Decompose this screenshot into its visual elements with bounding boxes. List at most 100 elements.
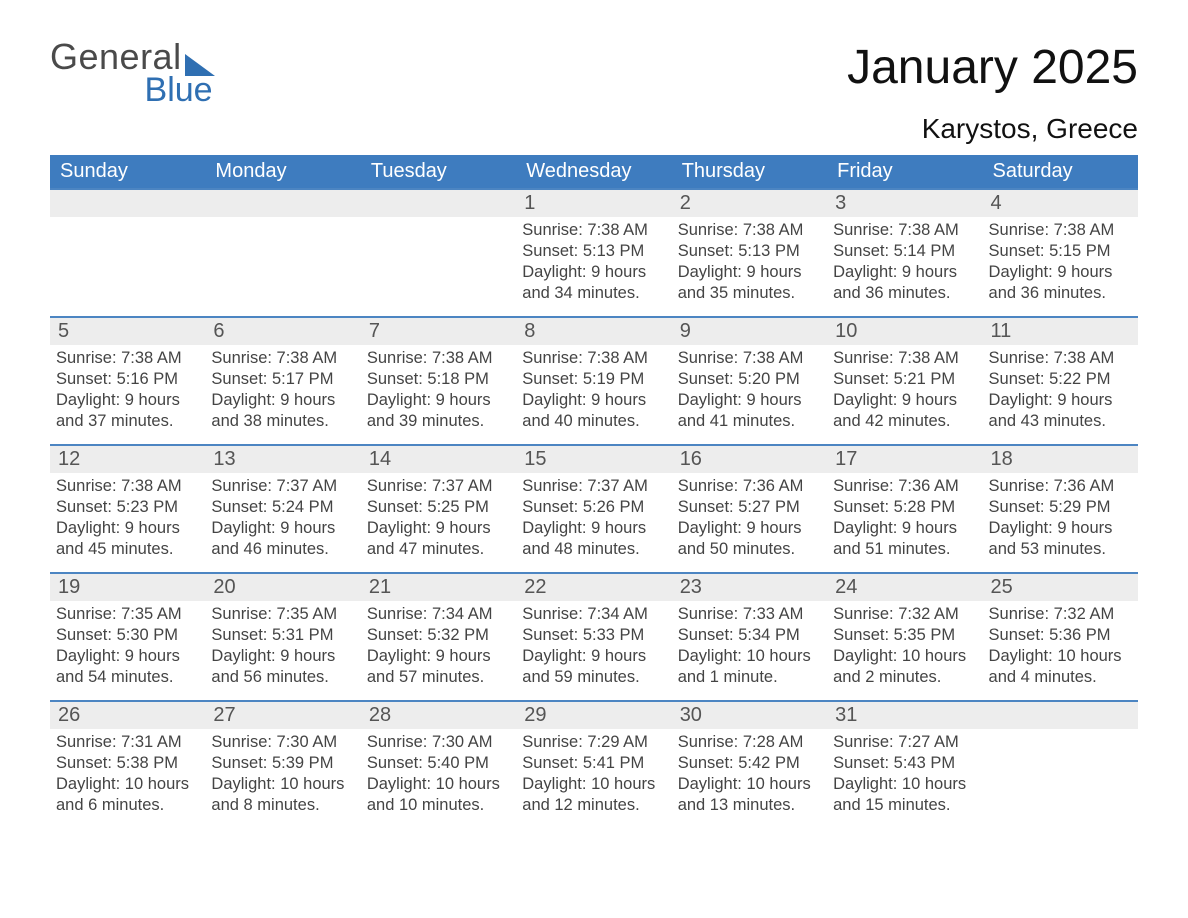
sunset-line: Sunset: 5:24 PM [211, 497, 354, 518]
sunset-line-value: 5:36 PM [1049, 626, 1110, 644]
sunrise-line: Sunrise: 7:32 AM [833, 604, 976, 625]
calendar-day: 8Sunrise: 7:38 AMSunset: 5:19 PMDaylight… [516, 317, 671, 445]
sunset-line: Sunset: 5:26 PM [522, 497, 665, 518]
daylight-line: Daylight: 9 hours and 36 minutes. [833, 262, 976, 304]
sunrise-line: Sunrise: 7:38 AM [678, 348, 821, 369]
sunset-line: Sunset: 5:19 PM [522, 369, 665, 390]
sunrise-line-value: 7:38 AM [1054, 221, 1115, 239]
day-details: Sunrise: 7:38 AMSunset: 5:17 PMDaylight:… [205, 345, 360, 438]
calendar-day: 25Sunrise: 7:32 AMSunset: 5:36 PMDayligh… [983, 573, 1138, 701]
sunset-line-label: Sunset: [989, 370, 1045, 388]
sunrise-line: Sunrise: 7:33 AM [678, 604, 821, 625]
day-number: 12 [50, 446, 205, 473]
sunset-line-label: Sunset: [56, 498, 112, 516]
sunrise-line-value: 7:35 AM [277, 605, 338, 623]
day-number [983, 702, 1138, 729]
sunset-line-value: 5:20 PM [738, 370, 799, 388]
calendar-day: 13Sunrise: 7:37 AMSunset: 5:24 PMDayligh… [205, 445, 360, 573]
calendar-day: 21Sunrise: 7:34 AMSunset: 5:32 PMDayligh… [361, 573, 516, 701]
sunset-line-label: Sunset: [56, 370, 112, 388]
day-number: 3 [827, 190, 982, 217]
sunset-line: Sunset: 5:41 PM [522, 753, 665, 774]
daylight-line: Daylight: 10 hours and 10 minutes. [367, 774, 510, 816]
sunrise-line-label: Sunrise: [211, 349, 272, 367]
daylight-line: Daylight: 10 hours and 12 minutes. [522, 774, 665, 816]
sunrise-line: Sunrise: 7:31 AM [56, 732, 199, 753]
calendar-day: 4Sunrise: 7:38 AMSunset: 5:15 PMDaylight… [983, 189, 1138, 317]
sunrise-line: Sunrise: 7:38 AM [833, 348, 976, 369]
daylight-line-label: Daylight: [678, 391, 742, 409]
sunset-line: Sunset: 5:13 PM [678, 241, 821, 262]
daylight-line: Daylight: 9 hours and 39 minutes. [367, 390, 510, 432]
day-details: Sunrise: 7:36 AMSunset: 5:28 PMDaylight:… [827, 473, 982, 566]
daylight-line-label: Daylight: [522, 775, 586, 793]
day-number: 20 [205, 574, 360, 601]
sunset-line-label: Sunset: [522, 754, 578, 772]
sunset-line-value: 5:17 PM [272, 370, 333, 388]
sunset-line-value: 5:24 PM [272, 498, 333, 516]
sunset-line-value: 5:41 PM [583, 754, 644, 772]
sunset-line: Sunset: 5:21 PM [833, 369, 976, 390]
day-number [361, 190, 516, 217]
sunset-line-label: Sunset: [833, 242, 889, 260]
brand-line1: General [50, 40, 182, 74]
sunrise-line-value: 7:27 AM [898, 733, 959, 751]
sunrise-line: Sunrise: 7:38 AM [833, 220, 976, 241]
sunrise-line-value: 7:37 AM [432, 477, 493, 495]
day-number: 19 [50, 574, 205, 601]
calendar-day: 29Sunrise: 7:29 AMSunset: 5:41 PMDayligh… [516, 701, 671, 829]
sunset-line-value: 5:13 PM [583, 242, 644, 260]
calendar-day: 16Sunrise: 7:36 AMSunset: 5:27 PMDayligh… [672, 445, 827, 573]
sunrise-line: Sunrise: 7:36 AM [989, 476, 1132, 497]
sunrise-line-value: 7:36 AM [898, 477, 959, 495]
daylight-line-label: Daylight: [678, 775, 742, 793]
day-number: 14 [361, 446, 516, 473]
sunset-line-value: 5:40 PM [427, 754, 488, 772]
weekday-header: Thursday [672, 155, 827, 189]
day-number [50, 190, 205, 217]
daylight-line-label: Daylight: [833, 263, 897, 281]
sunset-line-label: Sunset: [833, 370, 889, 388]
calendar-week: 5Sunrise: 7:38 AMSunset: 5:16 PMDaylight… [50, 317, 1138, 445]
day-number: 5 [50, 318, 205, 345]
daylight-line-label: Daylight: [678, 519, 742, 537]
sunrise-line-label: Sunrise: [833, 605, 894, 623]
sunrise-line-value: 7:38 AM [743, 349, 804, 367]
daylight-line: Daylight: 9 hours and 37 minutes. [56, 390, 199, 432]
daylight-line-label: Daylight: [678, 263, 742, 281]
calendar-body: 1Sunrise: 7:38 AMSunset: 5:13 PMDaylight… [50, 189, 1138, 829]
weekday-header: Tuesday [361, 155, 516, 189]
day-number: 6 [205, 318, 360, 345]
sunrise-line: Sunrise: 7:34 AM [367, 604, 510, 625]
daylight-line: Daylight: 9 hours and 40 minutes. [522, 390, 665, 432]
sunrise-line: Sunrise: 7:38 AM [989, 220, 1132, 241]
sunset-line-label: Sunset: [522, 242, 578, 260]
daylight-line-label: Daylight: [56, 775, 120, 793]
sunset-line-label: Sunset: [211, 498, 267, 516]
calendar-day: 22Sunrise: 7:34 AMSunset: 5:33 PMDayligh… [516, 573, 671, 701]
sunset-line-value: 5:21 PM [894, 370, 955, 388]
sunset-line-label: Sunset: [989, 498, 1045, 516]
sunrise-line-label: Sunrise: [678, 221, 739, 239]
sunrise-line: Sunrise: 7:36 AM [833, 476, 976, 497]
sunrise-line-value: 7:38 AM [743, 221, 804, 239]
sunset-line: Sunset: 5:29 PM [989, 497, 1132, 518]
sunrise-line-label: Sunrise: [211, 733, 272, 751]
sunrise-line: Sunrise: 7:38 AM [56, 476, 199, 497]
daylight-line-label: Daylight: [211, 519, 275, 537]
sunrise-line-value: 7:38 AM [587, 221, 648, 239]
calendar-day: 15Sunrise: 7:37 AMSunset: 5:26 PMDayligh… [516, 445, 671, 573]
day-details: Sunrise: 7:38 AMSunset: 5:15 PMDaylight:… [983, 217, 1138, 310]
sunrise-line-value: 7:32 AM [898, 605, 959, 623]
calendar-day: 31Sunrise: 7:27 AMSunset: 5:43 PMDayligh… [827, 701, 982, 829]
sunrise-line-label: Sunrise: [522, 349, 583, 367]
day-details: Sunrise: 7:38 AMSunset: 5:21 PMDaylight:… [827, 345, 982, 438]
sunrise-line-label: Sunrise: [833, 349, 894, 367]
sunset-line-value: 5:27 PM [738, 498, 799, 516]
day-details: Sunrise: 7:36 AMSunset: 5:27 PMDaylight:… [672, 473, 827, 566]
sunset-line-label: Sunset: [522, 370, 578, 388]
sunrise-line: Sunrise: 7:37 AM [522, 476, 665, 497]
sunset-line: Sunset: 5:39 PM [211, 753, 354, 774]
day-number: 16 [672, 446, 827, 473]
sunset-line-value: 5:29 PM [1049, 498, 1110, 516]
